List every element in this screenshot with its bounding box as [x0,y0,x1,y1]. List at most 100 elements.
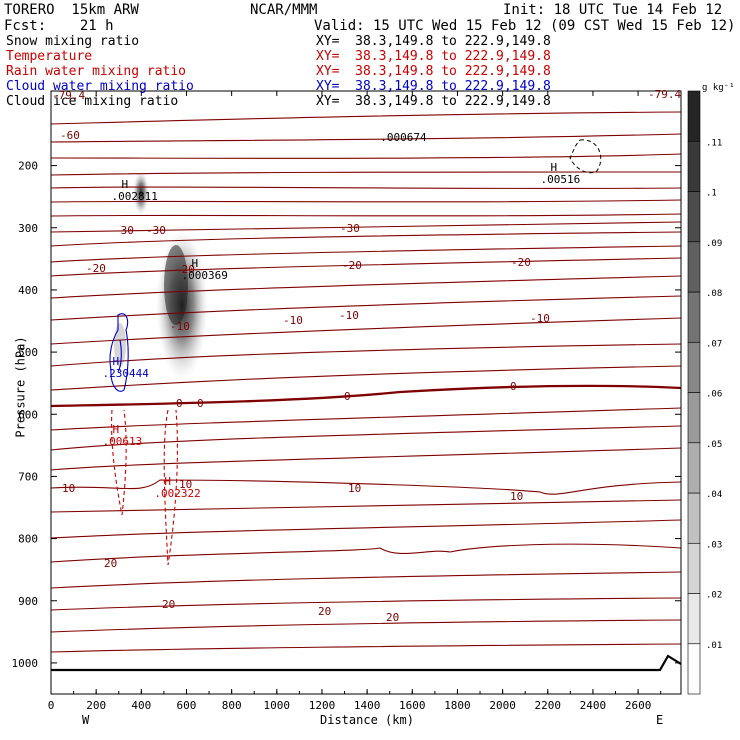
temperature-contour-label: -30 [146,224,166,237]
legend-xy: XY= 38.3,149.8 to 222.9,149.8 [316,34,551,49]
extremum-value: .000369 [181,268,228,282]
extremum-value: .00516 [540,172,581,186]
colorbar-label: .08 [706,289,722,299]
extremum-value: .000674 [380,131,427,145]
y-tick-label: 500 [18,346,38,359]
temperature-contour-label: 10 [510,490,524,503]
extremum-mark: H [112,354,120,368]
colorbar-label: .02 [706,591,722,601]
y-tick-label: 800 [18,533,38,546]
temperature-contour-label: 20 [318,605,332,618]
colorbar-box [687,191,701,243]
y-tick-label: 400 [18,284,38,297]
x-tick-label: 2200 [535,699,562,712]
temperature-contour-label: 10 [62,482,76,495]
east-label: E [656,713,664,727]
legend-xy: XY= 38.3,149.8 to 222.9,149.8 [316,94,551,109]
west-label: W [82,713,90,727]
y-tick-label: 200 [18,160,38,173]
extremum-mark: H [112,423,120,437]
temperature-contour-label: 0 [510,380,517,393]
x-tick-label: 2400 [580,699,607,712]
x-tick-label: 400 [131,699,151,712]
colorbar-box [687,140,701,192]
x-tick-label: 1000 [264,699,291,712]
colorbar: .01 .02 .03 .04 .05 .06 .07 .08 .09 .1 .11 [687,90,722,695]
x-tick-label: 2000 [489,699,516,712]
colorbar-label: .1 [706,189,717,199]
colorbar-label: .11 [706,138,722,148]
y-axis-title: Pressure (hPa) [13,336,28,438]
legend-xy: XY= 38.3,149.8 to 222.9,149.8 [316,79,551,94]
snow-shading [114,171,208,380]
colorbar-label: .06 [706,390,722,400]
colorbar-box [687,291,701,343]
colorbar-box [687,392,701,444]
x-tick-label: 1800 [444,699,471,712]
x-axis: 0 200 400 600 800 1000 1200 1400 1600 1800 2000 220… [48,91,662,712]
temperature-contour-label: -20 [86,262,106,275]
colorbar-box [687,90,701,142]
temperature-contour-label: -60 [60,129,80,142]
extremum-value: .002811 [111,189,158,203]
temperature-contour-label: 0 [344,390,351,403]
plot-frame [50,90,682,695]
extremum-value: .00613 [102,435,143,449]
temperature-contour-label: 20 [386,611,400,624]
temperature-contour-label: -10 [339,309,359,322]
legend-xy: XY= 38.3,149.8 to 222.9,149.8 [316,49,551,64]
y-tick-label: 1000 [12,657,39,670]
x-tick-label: 800 [222,699,242,712]
y-tick-label: 300 [18,222,38,235]
colorbar-box [687,643,701,695]
extremum-mark: H [121,177,129,191]
extremum-mark: H [191,256,199,270]
temperature-contour-label: 20 [162,598,176,611]
legend-xy: XY= 38.3,149.8 to 222.9,149.8 [316,64,551,79]
colorbar-box [687,542,701,594]
rain-water-contours [111,409,178,566]
temperature-contours [51,111,681,653]
x-tick-label: 200 [86,699,106,712]
colorbar-box [687,241,701,293]
min-label: -79.4 [648,88,682,101]
x-tick-label: 0 [48,699,55,712]
x-tick-label: 2600 [625,699,652,712]
terrain-line [51,654,681,672]
extremum-mark: H [550,160,558,174]
x-tick-label: 1200 [309,699,336,712]
forecast-hour: Fcst: 21 h [4,18,114,34]
temperature-contour-label: 0 [176,397,183,410]
temperature-contour-label: -10 [170,320,190,333]
x-tick-label: 600 [177,699,197,712]
x-tick-label: 1400 [354,699,381,712]
temperature-contour-label: 10 [179,478,193,491]
temperature-contour-label: -20 [342,259,362,272]
temperature-contour-label: -20 [175,263,195,276]
temperature-contour-label: 10 [348,482,362,495]
colorbar-label: .09 [706,239,722,249]
colorbar-box [687,341,701,393]
extremum-value: .230444 [102,366,149,380]
valid-time: Valid: 15 UTC Wed 15 Feb 12 (09 CST Wed … [314,18,736,34]
temperature-contour-label: -30 [114,224,134,237]
temperature-contour-label: -30 [340,222,360,235]
legend-label: Cloud water mixing ratio [6,79,194,94]
cloud-ice-contours [569,139,602,174]
temperature-contour-label: -10 [530,312,550,325]
colorbar-box [687,492,701,544]
legend-label: Cloud ice mixing ratio [6,94,179,109]
org-label: NCAR/MMM [250,2,318,18]
colorbar-box [687,442,701,494]
y-tick-label: 900 [18,595,38,608]
x-axis-title: Distance (km) [320,713,414,727]
temperature-contour-label: -10 [283,314,303,327]
colorbar-label: .04 [706,490,722,500]
temperature-contour-label: -20 [511,256,531,269]
legend-label: Rain water mixing ratio [6,64,187,79]
extremum-value: .002322 [154,487,201,501]
min-label: -79.4 [52,89,86,102]
temperature-contour-label: 0 [197,397,204,410]
